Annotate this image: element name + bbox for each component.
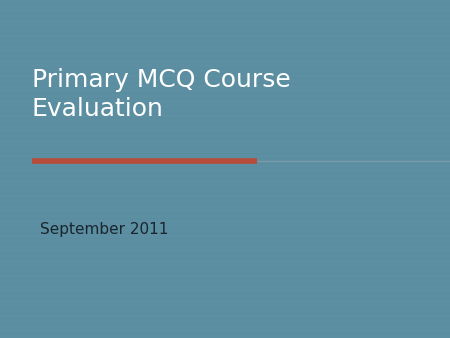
Text: Primary MCQ Course
Evaluation: Primary MCQ Course Evaluation (32, 68, 290, 121)
Text: September 2011: September 2011 (40, 222, 169, 237)
